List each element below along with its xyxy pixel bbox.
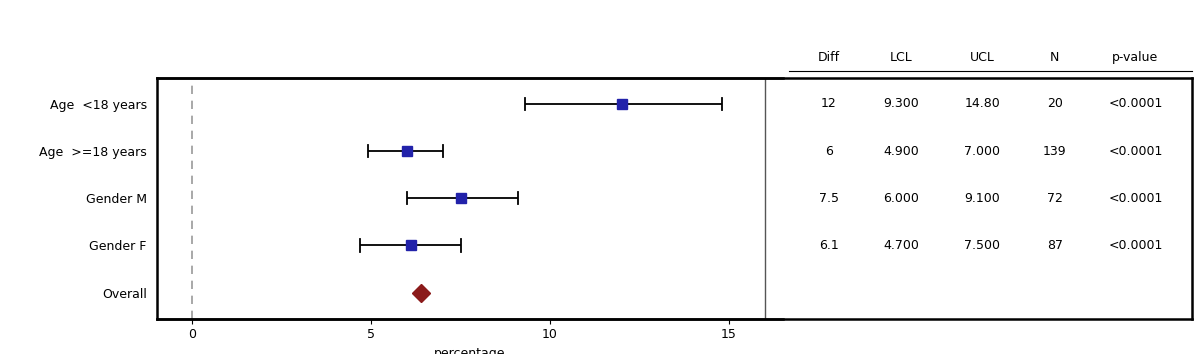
Text: 20: 20 <box>1047 97 1063 110</box>
Text: UCL: UCL <box>969 51 995 64</box>
Text: 6.000: 6.000 <box>884 192 920 205</box>
Text: LCL: LCL <box>890 51 913 64</box>
Text: 7.5: 7.5 <box>819 192 839 205</box>
Text: 4.900: 4.900 <box>884 144 920 158</box>
Text: 87: 87 <box>1046 239 1063 252</box>
Text: <0.0001: <0.0001 <box>1109 192 1163 205</box>
Text: 9.100: 9.100 <box>964 192 1001 205</box>
Text: 9.300: 9.300 <box>884 97 920 110</box>
Text: 72: 72 <box>1047 192 1063 205</box>
Text: 7.000: 7.000 <box>964 144 1001 158</box>
Text: p-value: p-value <box>1112 51 1158 64</box>
Text: Diff: Diff <box>818 51 840 64</box>
Text: <0.0001: <0.0001 <box>1109 239 1163 252</box>
Text: 139: 139 <box>1043 144 1067 158</box>
Text: 6.1: 6.1 <box>819 239 839 252</box>
Text: 12: 12 <box>821 97 837 110</box>
Text: <0.0001: <0.0001 <box>1109 97 1163 110</box>
Text: 7.500: 7.500 <box>964 239 1001 252</box>
Text: 6: 6 <box>825 144 833 158</box>
Text: 14.80: 14.80 <box>964 97 1001 110</box>
Text: N: N <box>1050 51 1060 64</box>
Text: <0.0001: <0.0001 <box>1109 144 1163 158</box>
Text: 4.700: 4.700 <box>884 239 920 252</box>
X-axis label: percentage: percentage <box>433 347 506 354</box>
